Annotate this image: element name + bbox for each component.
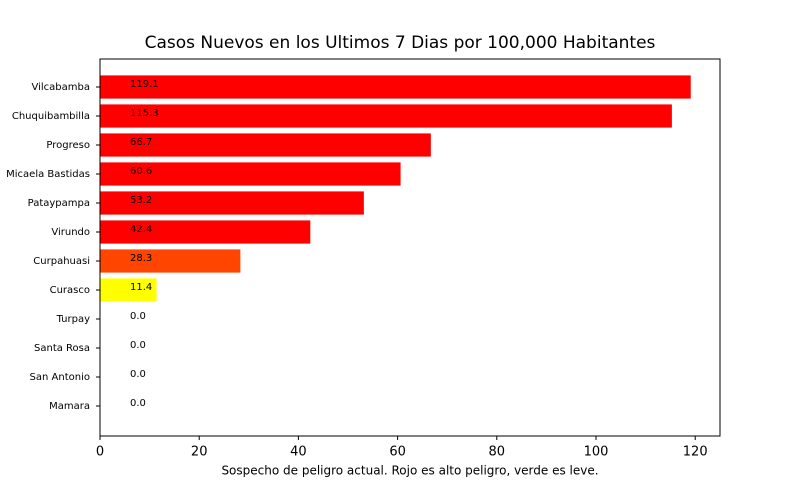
bar [100,162,401,186]
bar [100,220,311,244]
y-tick-label: Micaela Bastidas [6,169,90,180]
value-label: 115.3 [130,108,159,119]
bar [100,249,241,273]
value-label: 0.0 [130,398,146,409]
x-tick-label: 40 [290,445,307,460]
x-axis-label: Sospecho de peligro actual. Rojo es alto… [221,464,598,478]
y-tick-label: Mamara [49,401,90,412]
x-tick-label: 0 [96,445,104,460]
y-tick-label: Virundo [51,227,90,238]
bar [100,75,691,99]
value-label: 0.0 [130,369,146,380]
bar [100,191,364,215]
bar [100,278,157,302]
chart-title: Casos Nuevos en los Ultimos 7 Dias por 1… [145,33,656,53]
value-label: 0.0 [130,311,146,322]
value-label: 66.7 [130,137,152,148]
x-tick-label: 60 [389,445,406,460]
y-tick-label: San Antonio [30,372,90,383]
value-label: 0.0 [130,340,146,351]
y-tick-label: Chuquibambilla [12,111,90,122]
bar [100,104,672,128]
value-label: 28.3 [130,253,152,264]
y-tick-label: Santa Rosa [34,343,90,354]
value-label: 119.1 [130,79,159,90]
x-tick-label: 20 [191,445,208,460]
y-tick-label: Progreso [46,140,90,151]
y-tick-label: Vilcabamba [32,82,91,93]
y-tick-label: Curpahuasi [33,256,90,267]
y-tick-label: Curasco [50,285,90,296]
x-tick-label: 120 [683,445,708,460]
bar [100,133,431,157]
value-label: 11.4 [130,282,152,293]
value-label: 60.6 [130,166,152,177]
value-label: 53.2 [130,195,152,206]
value-label: 42.4 [130,224,152,235]
y-tick-label: Turpay [56,314,91,325]
x-tick-label: 100 [584,445,609,460]
y-tick-label: Pataypampa [28,198,90,209]
x-tick-label: 80 [489,445,506,460]
plot-frame [99,58,721,437]
